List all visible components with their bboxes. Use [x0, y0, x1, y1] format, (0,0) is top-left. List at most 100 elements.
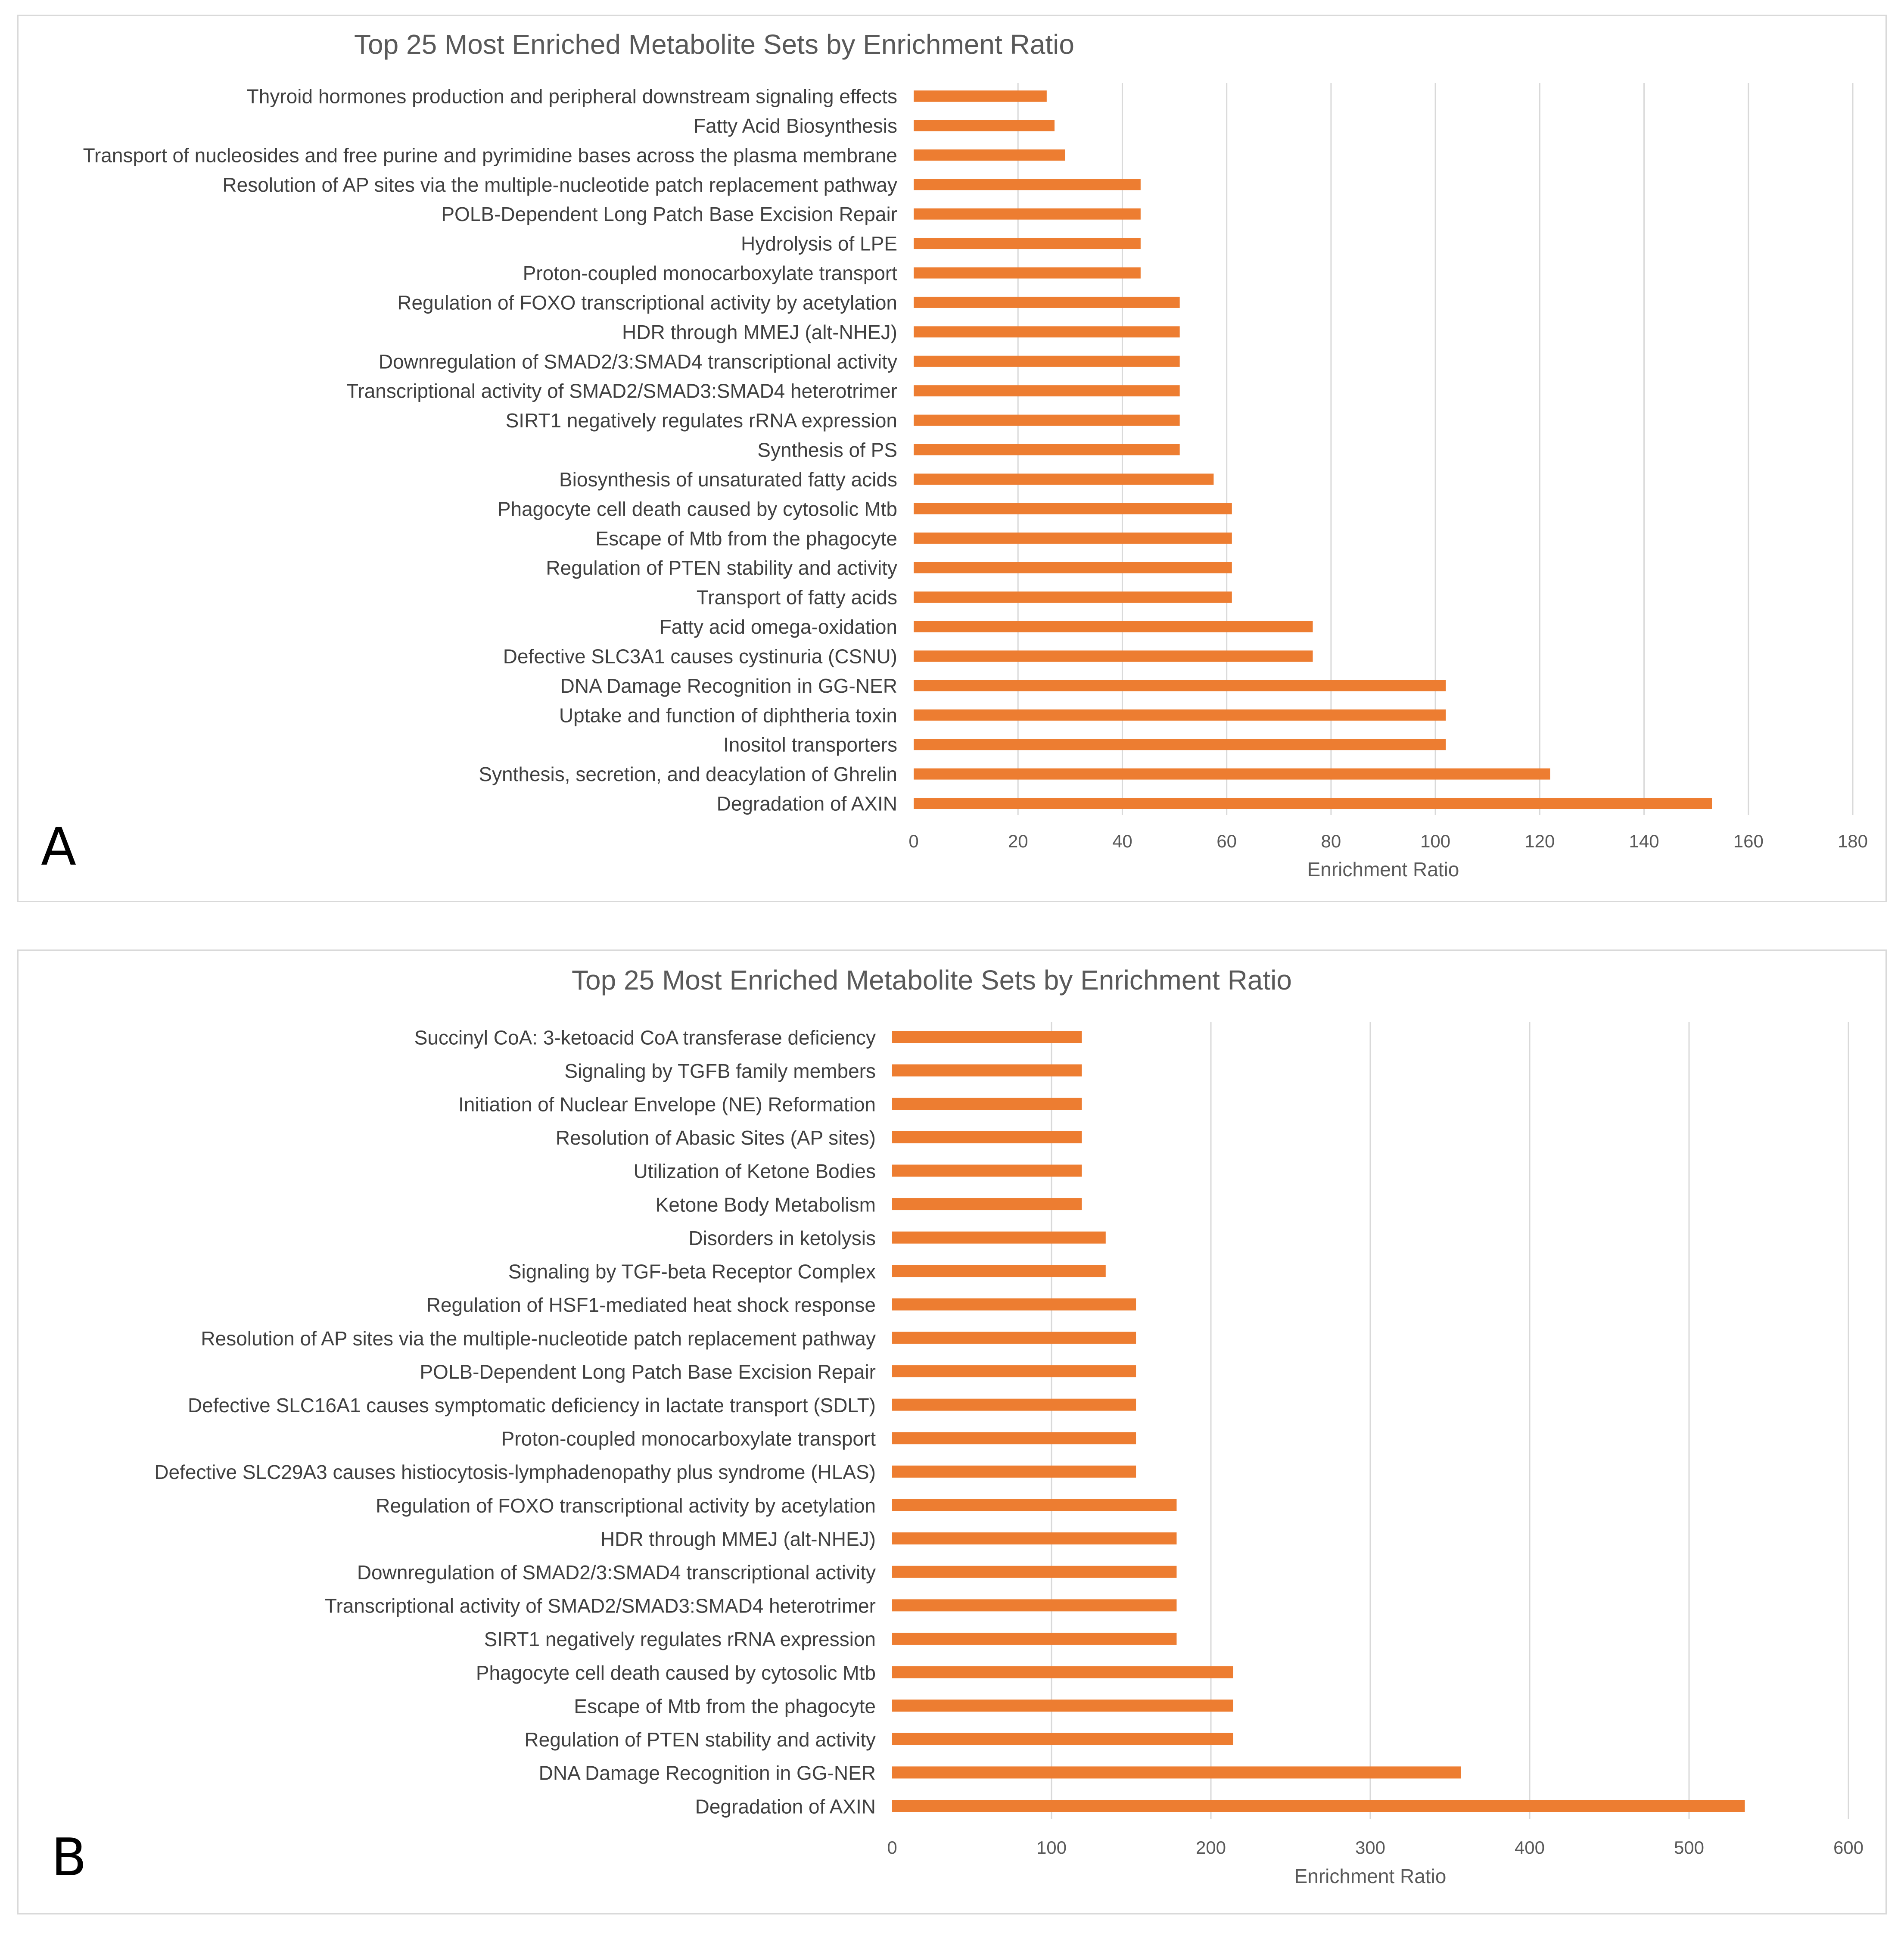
category-label: Regulation of FOXO transcriptional activ…: [397, 291, 897, 314]
bar: [914, 355, 1180, 367]
bar: [914, 385, 1180, 397]
category-label: Resolution of AP sites via the multiple-…: [201, 1327, 876, 1350]
bar: [914, 208, 1141, 220]
x-tick-label: 80: [1321, 831, 1341, 851]
x-tick-label: 200: [1196, 1837, 1226, 1858]
x-tick-label: 0: [887, 1837, 897, 1858]
category-label: Utilization of Ketone Bodies: [633, 1160, 876, 1183]
chart-svg-a: Top 25 Most Enriched Metabolite Sets by …: [83, 29, 1868, 881]
category-label: Downregulation of SMAD2/3:SMAD4 transcri…: [357, 1561, 876, 1584]
bar: [892, 1666, 1233, 1678]
x-tick-label: 600: [1833, 1837, 1864, 1858]
category-label: Proton-coupled monocarboxylate transport: [501, 1428, 876, 1450]
bar: [914, 739, 1446, 750]
bar: [914, 90, 1047, 102]
bar: [914, 709, 1446, 721]
bar: [892, 1332, 1136, 1344]
x-tick-label: 20: [1008, 831, 1028, 851]
category-label: Succinyl CoA: 3-ketoacid CoA transferase…: [414, 1026, 876, 1049]
category-label: Defective SLC3A1 causes cystinuria (CSNU…: [503, 645, 897, 667]
bar: [914, 120, 1055, 131]
bar: [892, 1766, 1461, 1779]
bar: [892, 1398, 1136, 1411]
bar: [892, 1432, 1136, 1444]
x-tick-label: 100: [1036, 1837, 1067, 1858]
bar: [892, 1231, 1106, 1244]
category-label: Transcriptional activity of SMAD2/SMAD3:…: [325, 1595, 876, 1617]
bar: [914, 179, 1141, 190]
category-label: HDR through MMEJ (alt-NHEJ): [622, 321, 897, 343]
chart-title: Top 25 Most Enriched Metabolite Sets by …: [354, 29, 1074, 60]
category-label: Degradation of AXIN: [695, 1795, 876, 1818]
x-tick-label: 160: [1733, 831, 1764, 851]
bar: [914, 444, 1180, 455]
category-label: Ketone Body Metabolism: [656, 1193, 876, 1216]
bar: [892, 1131, 1082, 1143]
category-label: Uptake and function of diphtheria toxin: [559, 704, 897, 726]
bar: [892, 1632, 1177, 1645]
panel-letter-a: A: [41, 817, 77, 877]
bar: [914, 621, 1313, 632]
category-label: Defective SLC16A1 causes symptomatic def…: [188, 1394, 876, 1416]
bar: [914, 238, 1141, 249]
bar: [892, 1198, 1082, 1211]
x-axis-label: Enrichment Ratio: [1294, 1865, 1447, 1887]
bar: [892, 1733, 1233, 1745]
bar: [914, 650, 1313, 662]
category-label: DNA Damage Recognition in GG-NER: [560, 675, 897, 697]
category-label: Disorders in ketolysis: [688, 1227, 876, 1249]
x-tick-label: 180: [1838, 831, 1868, 851]
category-label: Fatty acid omega-oxidation: [660, 616, 897, 638]
x-tick-label: 0: [908, 831, 918, 851]
category-label: Escape of Mtb from the phagocyte: [574, 1695, 876, 1717]
category-label: Inositol transporters: [723, 734, 897, 756]
bar: [892, 1031, 1082, 1043]
bar: [914, 680, 1446, 691]
bar: [914, 149, 1065, 161]
category-label: Thyroid hormones production and peripher…: [247, 85, 897, 108]
category-label: Hydrolysis of LPE: [741, 233, 897, 255]
category-label: Regulation of FOXO transcriptional activ…: [376, 1494, 876, 1517]
bar: [892, 1265, 1106, 1277]
bar: [914, 473, 1214, 485]
category-label: Signaling by TGFB family members: [564, 1060, 876, 1082]
category-label: Synthesis, secretion, and deacylation of…: [479, 763, 897, 785]
category-label: Transport of fatty acids: [697, 586, 897, 609]
bar: [892, 1164, 1082, 1177]
bar: [914, 768, 1550, 780]
bar: [892, 1298, 1136, 1310]
category-label: DNA Damage Recognition in GG-NER: [539, 1762, 876, 1784]
category-label: Proton-coupled monocarboxylate transport: [523, 262, 898, 284]
chart-title: Top 25 Most Enriched Metabolite Sets by …: [572, 965, 1292, 996]
category-label: Transcriptional activity of SMAD2/SMAD3:…: [346, 380, 897, 402]
chart-panel-b: Top 25 Most Enriched Metabolite Sets by …: [17, 949, 1887, 1914]
bar: [914, 414, 1180, 426]
category-label: Degradation of AXIN: [717, 793, 897, 815]
category-label: POLB-Dependent Long Patch Base Excision …: [441, 203, 897, 225]
x-tick-label: 500: [1674, 1837, 1704, 1858]
panel-letter-b: B: [51, 1828, 87, 1888]
category-label: Phagocyte cell death caused by cytosolic…: [498, 498, 897, 520]
category-label: Resolution of Abasic Sites (AP sites): [556, 1127, 876, 1149]
bar: [914, 503, 1232, 514]
category-label: Transport of nucleosides and free purine…: [83, 144, 897, 166]
bar: [892, 1064, 1082, 1077]
bar: [892, 1800, 1745, 1812]
category-label: Downregulation of SMAD2/3:SMAD4 transcri…: [379, 350, 897, 373]
category-label: Fatty Acid Biosynthesis: [694, 115, 897, 137]
bar: [892, 1599, 1177, 1612]
category-label: POLB-Dependent Long Patch Base Excision …: [420, 1360, 876, 1383]
x-tick-label: 100: [1420, 831, 1450, 851]
bar: [914, 326, 1180, 338]
bar: [892, 1566, 1177, 1578]
bar: [914, 798, 1712, 809]
bar: [892, 1499, 1177, 1511]
bar: [914, 267, 1141, 279]
category-label: SIRT1 negatively regulates rRNA expressi…: [484, 1628, 876, 1650]
bar: [892, 1532, 1177, 1545]
x-tick-label: 120: [1524, 831, 1555, 851]
bar: [892, 1465, 1136, 1478]
category-label: HDR through MMEJ (alt-NHEJ): [600, 1528, 876, 1550]
x-tick-label: 40: [1112, 831, 1132, 851]
category-label: Signaling by TGF-beta Receptor Complex: [508, 1261, 876, 1283]
